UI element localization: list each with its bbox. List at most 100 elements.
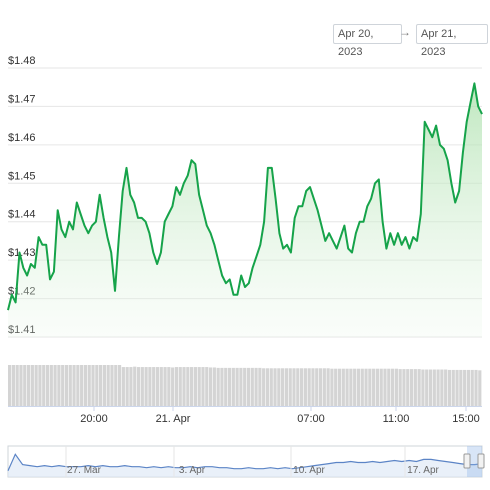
navigator-tick-label: 3. Apr bbox=[179, 465, 206, 476]
volume-bar bbox=[413, 369, 417, 406]
volume-bar bbox=[444, 369, 448, 406]
volume-bar bbox=[311, 368, 315, 406]
y-axis: $1.48$1.47$1.46$1.45$1.44$1.43$1.42$1.41 bbox=[8, 55, 36, 336]
volume-bar bbox=[136, 367, 141, 406]
x-axis: 20:00 21. Apr 07:00 11:00 15:00 bbox=[8, 406, 482, 425]
volume-bar bbox=[353, 368, 357, 406]
volume-bar bbox=[117, 365, 122, 406]
volume-bar bbox=[11, 365, 15, 406]
x-tick-label: 11:00 bbox=[383, 413, 410, 425]
volume-bar bbox=[315, 368, 319, 406]
volume-bar bbox=[159, 367, 163, 406]
volume-bar bbox=[409, 369, 414, 406]
volume-bar bbox=[178, 367, 182, 406]
navigator[interactable]: 27. Mar 3. Apr 10. Apr 17. Apr bbox=[7, 445, 485, 478]
volume-bar bbox=[133, 366, 137, 406]
volume-bar bbox=[30, 365, 34, 406]
volume-bar bbox=[345, 368, 349, 406]
volume-bar bbox=[155, 367, 160, 406]
y-tick-label: $1.44 bbox=[8, 209, 36, 221]
volume-bar bbox=[451, 369, 455, 406]
volume-bar bbox=[197, 367, 201, 406]
volume-bar bbox=[83, 365, 88, 406]
volume-bar bbox=[258, 367, 262, 406]
volume-bar bbox=[387, 368, 391, 406]
volume-bar bbox=[216, 367, 220, 406]
volume-bar bbox=[277, 368, 281, 406]
volume-bar bbox=[80, 365, 84, 406]
volume-bar bbox=[38, 365, 42, 406]
volume-bar bbox=[231, 367, 235, 406]
volume-bar bbox=[208, 367, 213, 406]
price-area-fill bbox=[8, 83, 482, 338]
volume-bar bbox=[23, 365, 27, 406]
volume-bar bbox=[421, 369, 425, 406]
volume-bar bbox=[243, 367, 247, 406]
navigator-handle-right[interactable] bbox=[477, 453, 485, 469]
volume-bar bbox=[360, 368, 364, 406]
volume-bar bbox=[53, 365, 57, 406]
volume-bar bbox=[417, 369, 421, 406]
volume-bar bbox=[470, 369, 474, 406]
volume-bar bbox=[220, 367, 224, 406]
y-tick-label: $1.43 bbox=[8, 247, 36, 259]
navigator-area bbox=[8, 454, 482, 477]
volume-bar bbox=[349, 368, 353, 406]
volume-bar bbox=[474, 369, 478, 406]
volume-bar bbox=[292, 368, 296, 406]
volume-bar bbox=[34, 365, 38, 406]
date-from-input[interactable]: Apr 20, 2023 bbox=[333, 24, 402, 58]
volume-bar bbox=[167, 367, 171, 406]
volume-bar bbox=[235, 367, 239, 406]
volume-bar bbox=[406, 369, 410, 406]
volume-bar bbox=[49, 365, 53, 406]
volume-bar bbox=[334, 368, 338, 406]
volume-bar bbox=[227, 367, 232, 406]
volume-bar bbox=[102, 365, 106, 406]
volume-bar bbox=[68, 365, 72, 406]
volume-bar bbox=[110, 365, 114, 406]
volume-bar bbox=[375, 368, 380, 406]
volume-bar bbox=[288, 368, 292, 406]
volume-bar bbox=[114, 365, 118, 406]
volume-bar bbox=[212, 367, 216, 406]
y-tick-label: $1.46 bbox=[8, 132, 36, 144]
volume-bar bbox=[368, 368, 372, 406]
date-to-input[interactable]: Apr 21, 2023 bbox=[416, 24, 488, 58]
y-tick-label: $1.47 bbox=[8, 93, 36, 105]
volume-bar bbox=[148, 367, 152, 406]
volume-bar bbox=[356, 368, 361, 406]
volume-bar bbox=[182, 367, 186, 406]
volume-bar bbox=[8, 365, 12, 406]
price-area bbox=[7, 82, 483, 338]
volume-bar bbox=[250, 367, 254, 406]
volume-bar bbox=[466, 369, 471, 406]
volume-bar bbox=[224, 367, 228, 406]
arrow-right-icon: → bbox=[399, 25, 411, 39]
x-tick-label: 15:00 bbox=[452, 413, 480, 425]
volume-bar bbox=[364, 368, 368, 406]
volume-bar bbox=[341, 368, 345, 406]
volume-bars bbox=[8, 365, 482, 406]
volume-bar bbox=[201, 367, 205, 406]
volume-bar bbox=[91, 365, 95, 406]
volume-bar bbox=[330, 368, 334, 406]
volume-bar bbox=[299, 368, 304, 406]
volume-bar bbox=[193, 367, 197, 406]
volume-bar bbox=[72, 365, 76, 406]
volume-bar bbox=[326, 368, 330, 406]
volume-bar bbox=[239, 367, 243, 406]
volume-bar bbox=[440, 369, 444, 406]
volume-bar bbox=[455, 369, 459, 406]
navigator-handle-left[interactable] bbox=[463, 453, 471, 469]
volume-bar bbox=[296, 368, 300, 406]
volume-bar bbox=[394, 368, 398, 406]
volume-bar bbox=[152, 367, 156, 406]
x-tick-label: 21. Apr bbox=[156, 413, 191, 425]
volume-bar bbox=[144, 367, 148, 406]
navigator-line bbox=[7, 453, 483, 472]
navigator-tick-label: 10. Apr bbox=[293, 465, 325, 476]
volume-bar bbox=[432, 369, 436, 406]
volume-bar bbox=[428, 369, 433, 406]
